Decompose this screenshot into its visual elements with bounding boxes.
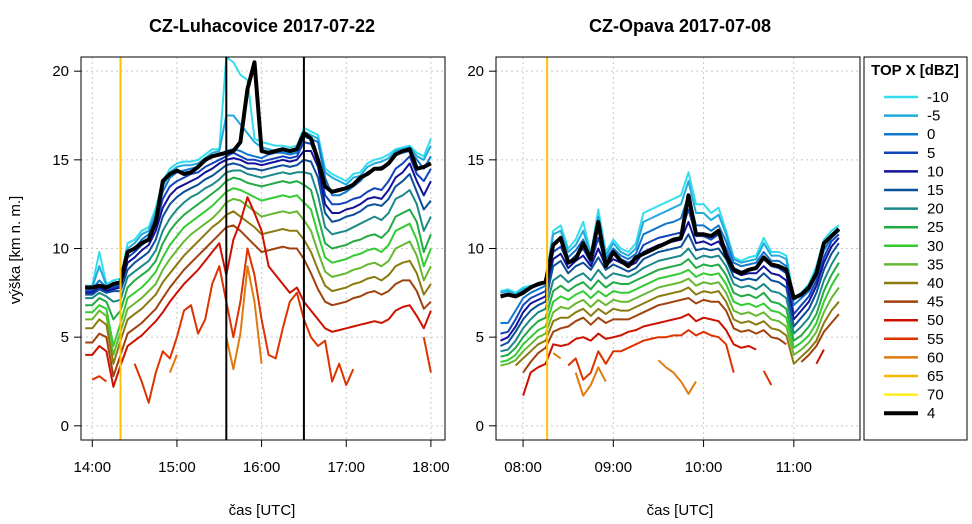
- x-tick-label: 16:00: [243, 459, 281, 476]
- legend-label: 10: [927, 163, 944, 180]
- grid: [81, 57, 445, 440]
- x-tick-label: 11:00: [776, 459, 812, 476]
- x-axis-label: čas [UTC]: [647, 502, 714, 519]
- x-tick-label: 17:00: [327, 459, 365, 476]
- legend-label: 70: [927, 387, 944, 404]
- series-line-55: [567, 329, 773, 386]
- y-tick-label: 15: [52, 152, 69, 169]
- series-line-30: [500, 268, 840, 363]
- series-line-4: [85, 60, 432, 290]
- legend-label: 35: [927, 256, 944, 273]
- legend-label: 65: [927, 368, 944, 385]
- y-tick-label: 15: [467, 152, 484, 169]
- x-tick-label: 09:00: [595, 459, 633, 476]
- y-tick-label: 20: [467, 63, 484, 80]
- series-line-15: [85, 158, 432, 296]
- legend-label: 20: [927, 201, 944, 218]
- legend-label: 0: [927, 126, 935, 143]
- y-tick-label: 5: [61, 329, 69, 346]
- series-line-15: [500, 233, 840, 347]
- y-ticks: 0 5 10 15 20: [52, 63, 81, 435]
- series-group: [85, 56, 432, 404]
- series-line-40: [514, 286, 840, 367]
- legend-label: 4: [927, 405, 935, 422]
- series-line-55: [91, 247, 432, 404]
- series-line-minus10: [500, 171, 840, 300]
- y-tick-label: 0: [476, 418, 484, 435]
- series-line-20: [85, 169, 432, 303]
- x-ticks: 14:00 15:00 16:00 17:00 18:00: [74, 440, 450, 476]
- series-line-4: [500, 193, 841, 301]
- series-line-50: [522, 313, 825, 397]
- series-group: [500, 171, 841, 397]
- series-line-minus10: [85, 56, 432, 287]
- series-line-20: [500, 247, 840, 353]
- y-tick-label: 10: [467, 241, 484, 258]
- series-line-45: [522, 297, 840, 374]
- plot-frame: [80, 56, 446, 441]
- series-line-10: [85, 150, 432, 294]
- series-line-60: [552, 352, 697, 397]
- panel-luhacovice: CZ-Luhacovice 2017-07-22 výška [km n. m.…: [7, 16, 450, 519]
- legend-title: TOP X [dBZ]: [871, 62, 959, 79]
- legend-label: 15: [927, 182, 944, 199]
- legend-label: 55: [927, 331, 944, 348]
- legend-label: 30: [927, 238, 944, 255]
- x-tick-label: 15:00: [158, 459, 196, 476]
- y-tick-label: 20: [52, 63, 69, 80]
- y-tick-label: 10: [52, 241, 69, 258]
- y-ticks: 0 5 10 15 20: [467, 63, 496, 435]
- series-line-minus5: [500, 180, 840, 301]
- series-line-25: [85, 176, 432, 321]
- plot-frame: [495, 56, 861, 441]
- legend-label: 5: [927, 145, 935, 162]
- x-tick-label: 10:00: [685, 459, 723, 476]
- panel-opava: CZ-Opava 2017-07-08 čas [UTC] 0 5 10 15 20 0…: [467, 16, 861, 519]
- y-tick-label: 0: [61, 418, 69, 435]
- x-tick-label: 14:00: [74, 459, 112, 476]
- reference-lines: [119, 57, 305, 440]
- legend-label: 40: [927, 275, 944, 292]
- series-line-25: [500, 258, 840, 358]
- series-line-50: [85, 196, 432, 388]
- legend: TOP X [dBZ] -10-505101520253035404550556…: [863, 56, 968, 441]
- legend-label: 50: [927, 312, 944, 329]
- series-line-35: [85, 197, 432, 356]
- series-line-40: [85, 210, 432, 365]
- x-tick-label: 18:00: [412, 459, 450, 476]
- series-line-minus5: [85, 114, 432, 289]
- legend-label: 45: [927, 294, 944, 311]
- x-ticks: 08:00 09:00 10:00 11:00: [504, 440, 812, 476]
- legend-label: 25: [927, 219, 944, 236]
- x-tick-label: 08:00: [504, 459, 542, 476]
- chart-title: CZ-Luhacovice 2017-07-22: [149, 16, 375, 36]
- y-axis-label: výška [km n. m.]: [7, 196, 24, 304]
- x-axis-label: čas [UTC]: [229, 502, 296, 519]
- series-line-30: [85, 187, 432, 347]
- chart-title: CZ-Opava 2017-07-08: [589, 16, 771, 36]
- legend-label: -5: [927, 108, 940, 125]
- legend-label: -10: [927, 89, 949, 106]
- legend-label: 60: [927, 349, 944, 366]
- series-line-45: [85, 224, 432, 378]
- series-line-5: [500, 208, 840, 335]
- series-line-35: [500, 277, 840, 367]
- y-tick-label: 5: [476, 329, 484, 346]
